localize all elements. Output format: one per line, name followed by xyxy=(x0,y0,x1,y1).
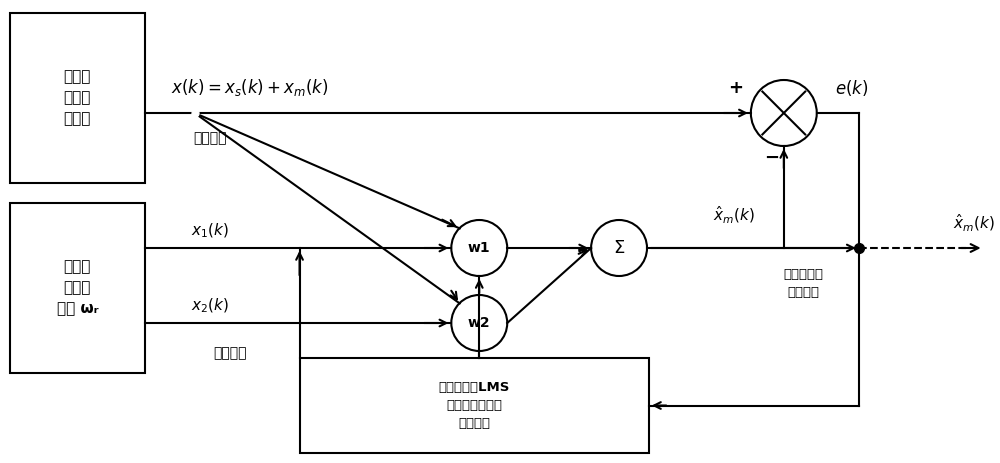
Text: $x(k) = x_s(k) + x_m(k)$: $x(k) = x_s(k) + x_m(k)$ xyxy=(171,77,328,99)
Text: $x_2(k)$: $x_2(k)$ xyxy=(191,297,229,315)
Text: $\Sigma$: $\Sigma$ xyxy=(613,239,625,257)
FancyBboxPatch shape xyxy=(10,13,145,183)
Text: +: + xyxy=(728,79,743,97)
FancyBboxPatch shape xyxy=(10,203,145,373)
Text: $\hat{x}_m(k)$: $\hat{x}_m(k)$ xyxy=(713,204,755,225)
Text: 位移信号: 位移信号 xyxy=(193,131,226,145)
Text: 步长函数的LMS
滤波权值调整自
适应算法: 步长函数的LMS 滤波权值调整自 适应算法 xyxy=(439,381,510,430)
Text: w2: w2 xyxy=(468,316,491,330)
Text: 电机转
速传感
器测 ωᵣ: 电机转 速传感 器测 ωᵣ xyxy=(57,259,98,317)
Text: w1: w1 xyxy=(468,241,491,255)
Text: $e(k)$: $e(k)$ xyxy=(835,78,868,98)
Text: $\hat{x}_m(k)$: $\hat{x}_m(k)$ xyxy=(953,213,994,234)
Text: 参考信号: 参考信号 xyxy=(213,346,246,360)
Text: 不平衡振动
位移信号: 不平衡振动 位移信号 xyxy=(784,268,824,299)
Text: 转子径
向位移
传感器: 转子径 向位移 传感器 xyxy=(64,69,91,126)
Text: $x_1(k)$: $x_1(k)$ xyxy=(191,222,229,240)
Text: −: − xyxy=(764,149,779,167)
FancyBboxPatch shape xyxy=(300,358,649,453)
